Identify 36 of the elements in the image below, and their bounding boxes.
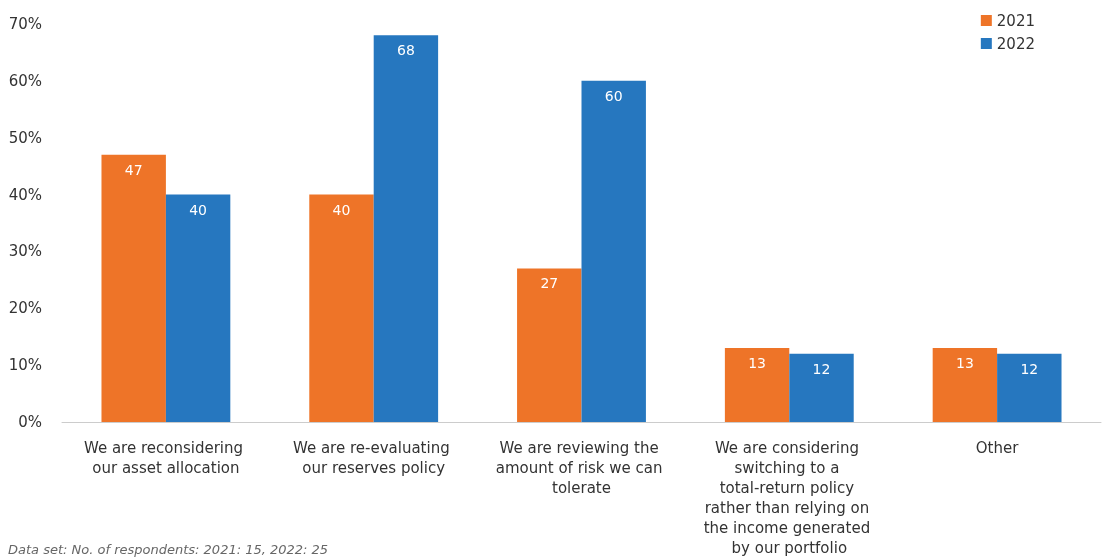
bar: [517, 268, 582, 422]
data-label: 13: [955, 355, 974, 372]
x-tick-label: Other: [975, 439, 1020, 457]
y-tick-label: 20%: [8, 299, 42, 318]
x-tick-label: We are reviewing the amount of risk we can tolerate: [495, 439, 668, 497]
y-tick-label: 70%: [8, 15, 42, 33]
bar: [581, 80, 646, 422]
data-label: 12: [1020, 360, 1039, 377]
y-tick-label: 30%: [8, 242, 42, 261]
bar: [724, 348, 790, 422]
legend-label: 2021: [996, 11, 1036, 30]
data-label: 68: [396, 42, 415, 59]
data-label: 12: [812, 360, 831, 377]
text: Data set: No. of respondents: 2021: 15, 2022: 25: [8, 542, 329, 557]
x-tick-label: We are reconsidering our asset allocation: [83, 439, 248, 477]
bar: [789, 353, 854, 422]
bar: [997, 353, 1062, 422]
bar: [165, 194, 231, 422]
y-tick-label: 10%: [8, 356, 42, 375]
data-label: 40: [189, 201, 208, 218]
y-tick-label: 60%: [8, 71, 42, 90]
bar: [932, 348, 998, 422]
data-label: 60: [604, 87, 623, 104]
legend-label: 2022: [996, 34, 1036, 53]
bar: [373, 35, 439, 422]
data-label: 40: [332, 201, 351, 218]
bar: [309, 194, 374, 422]
bar: [101, 154, 166, 422]
x-tick-label: We are considering switching to a total-return policy rather than relying on the income generated by our portfolio: [703, 439, 875, 557]
y-tick-label: 40%: [8, 185, 42, 204]
y-tick-label: 50%: [8, 128, 42, 147]
data-label: 47: [124, 161, 143, 178]
data-label: 13: [748, 355, 767, 372]
x-tick-label: We are re-evaluating our reserves policy: [292, 439, 455, 477]
y-tick-label: 0%: [18, 413, 42, 431]
data-label: 27: [540, 275, 559, 292]
